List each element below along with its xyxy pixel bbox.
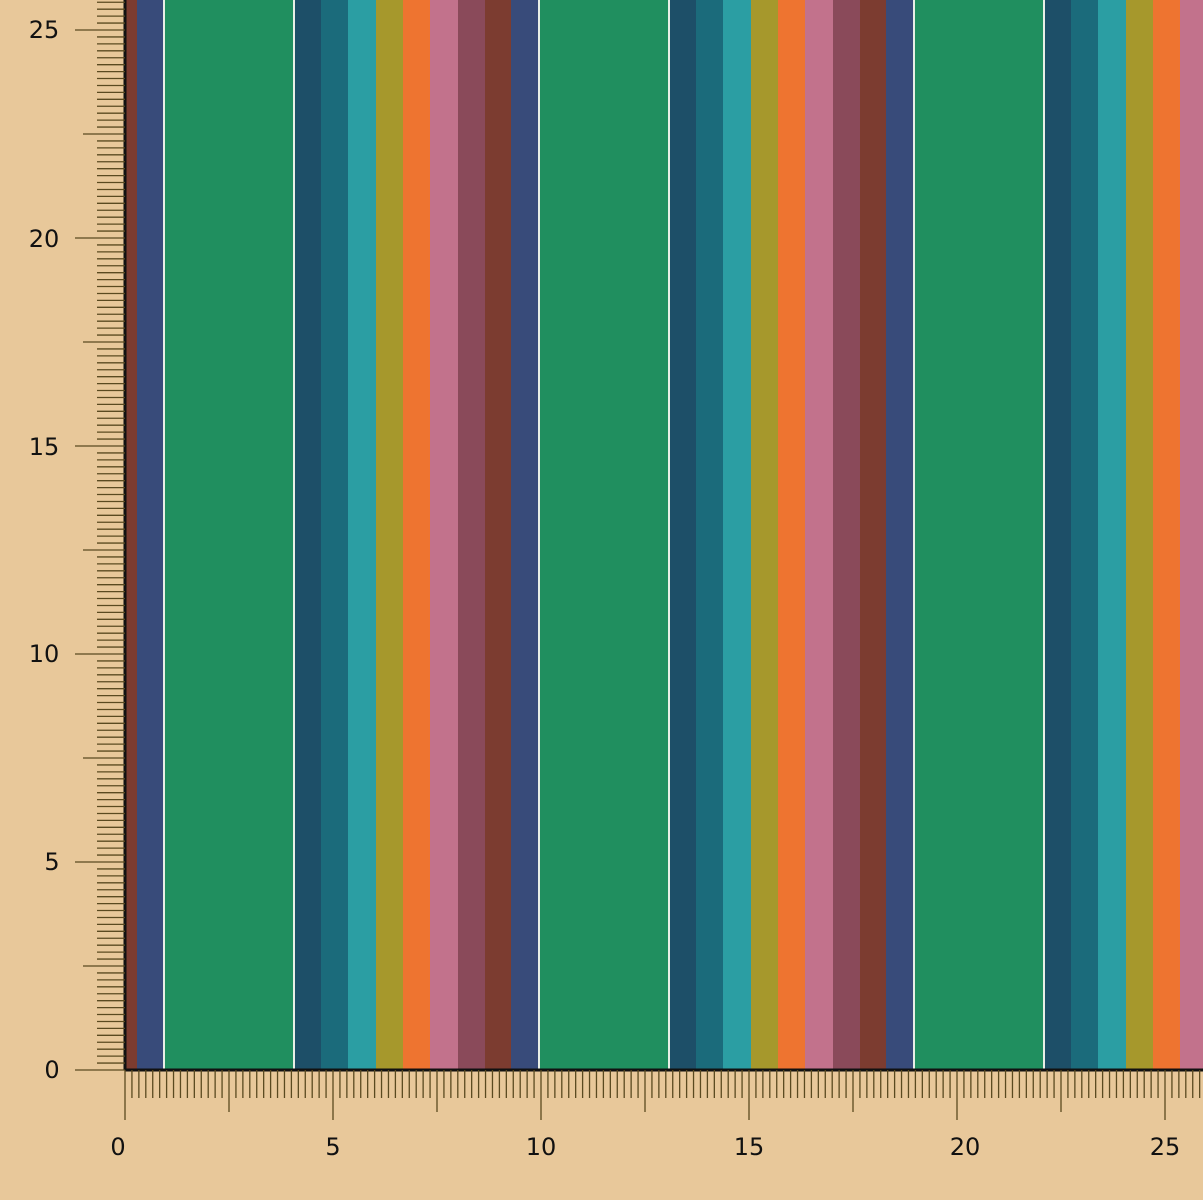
stripe-green [165, 0, 294, 1070]
y-tick-label: 5 [44, 848, 59, 876]
x-ruler [124, 1068, 1203, 1120]
stripe-white-pinstripe [538, 0, 541, 1070]
stripe-rust [860, 0, 887, 1070]
x-tick-label: 15 [734, 1133, 765, 1161]
y-ruler [75, 0, 127, 1071]
stripe-dark-teal [295, 0, 322, 1070]
x-tick-label: 10 [526, 1133, 557, 1161]
stripe-mauve [458, 0, 486, 1070]
stripe-green [915, 0, 1044, 1070]
y-tick-label: 10 [29, 640, 60, 668]
stripe-teal [696, 0, 724, 1070]
stripe-white-pinstripe [293, 0, 296, 1070]
stripe-olive [751, 0, 779, 1070]
stripe-teal [1071, 0, 1099, 1070]
y-tick-label: 25 [29, 16, 60, 44]
stripe-olive [1126, 0, 1154, 1070]
stripe-white-pinstripe [913, 0, 916, 1070]
stripe-mauve [833, 0, 861, 1070]
stripe-teal [321, 0, 349, 1070]
stripe-navy [511, 0, 539, 1070]
x-tick-label: 5 [325, 1133, 340, 1161]
stripe-pink [805, 0, 834, 1070]
stripe-navy [137, 0, 163, 1070]
x-tick-label: 25 [1150, 1133, 1181, 1161]
stripe-dark-teal [670, 0, 697, 1070]
stripe-navy [886, 0, 914, 1070]
stripe-turquoise [348, 0, 377, 1070]
stripe-white-pinstripe [163, 0, 165, 1070]
stripe-green [540, 0, 669, 1070]
stripe-orange [403, 0, 431, 1070]
stripe-pink [430, 0, 459, 1070]
stripe-pink [1180, 0, 1203, 1070]
stripe-orange [1153, 0, 1181, 1070]
x-tick-label: 20 [950, 1133, 981, 1161]
stripe-turquoise [1098, 0, 1127, 1070]
stripe-olive [376, 0, 404, 1070]
x-tick-label: 0 [110, 1133, 125, 1161]
stripe-dark-teal [1045, 0, 1072, 1070]
stripe-white-pinstripe [1043, 0, 1046, 1070]
y-tick-label: 15 [29, 433, 60, 461]
fabric-area [125, 0, 1203, 1070]
stripe-orange [778, 0, 806, 1070]
stripe-rust [125, 0, 137, 1070]
stripe-turquoise [723, 0, 752, 1070]
stripe-white-pinstripe [668, 0, 671, 1070]
y-tick-label: 20 [29, 225, 60, 253]
stripe-rust [485, 0, 512, 1070]
y-tick-label: 0 [44, 1056, 59, 1084]
